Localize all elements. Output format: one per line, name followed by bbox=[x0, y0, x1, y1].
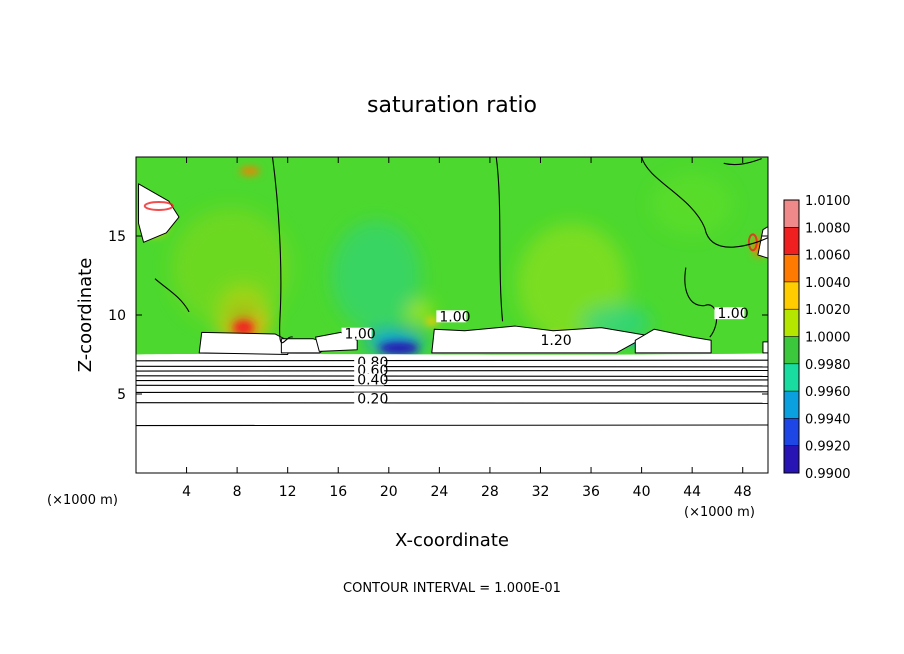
contour-line-0.4 bbox=[136, 384, 768, 387]
contour-line-0.1 bbox=[136, 424, 768, 427]
x-tick-label: 48 bbox=[734, 484, 752, 500]
contour-line-0.8 bbox=[136, 365, 768, 368]
contour-label: 0.20 bbox=[357, 391, 388, 407]
colorbar-label: 0.9920 bbox=[805, 440, 851, 455]
y-axis-label: Z-coordinate bbox=[75, 258, 96, 373]
saturated-region bbox=[138, 183, 180, 243]
field-patch bbox=[378, 342, 419, 355]
contour-label: 1.00 bbox=[439, 309, 470, 325]
colorbar-swatch bbox=[784, 336, 799, 365]
colorbar-label: 1.0080 bbox=[805, 221, 851, 236]
contour-label-halo bbox=[341, 327, 372, 340]
x-tick-label: 8 bbox=[233, 484, 242, 500]
y-tick-label: 5 bbox=[117, 387, 126, 403]
y-tick-label: 10 bbox=[108, 308, 126, 324]
contour-label-halo bbox=[354, 364, 385, 377]
x-tick-label: 16 bbox=[329, 484, 347, 500]
contour-line-0.5 bbox=[136, 379, 768, 382]
contour-line-0.7 bbox=[136, 369, 768, 372]
saturated-region bbox=[634, 328, 712, 354]
field-patch bbox=[408, 302, 433, 321]
contour-line-0.9 bbox=[136, 359, 768, 362]
colorbar-label: 0.9960 bbox=[805, 385, 851, 400]
contour-line-1.00 bbox=[723, 158, 762, 166]
colorbar-swatch bbox=[784, 363, 799, 392]
x-tick-label: 32 bbox=[532, 484, 550, 500]
plot-area: 1.001.00 1.001.200.800.600.400.20 bbox=[136, 157, 768, 473]
contour-label: 1.20 bbox=[540, 333, 571, 349]
colorbar-label: 1.0020 bbox=[805, 303, 851, 318]
contour-line-1.00 bbox=[154, 278, 190, 313]
colorbar-label: 1.0040 bbox=[805, 276, 851, 291]
field-patch bbox=[233, 320, 254, 335]
x-tick-label: 44 bbox=[683, 484, 701, 500]
field-patch bbox=[331, 220, 422, 331]
colorbar-label: 1.0100 bbox=[805, 194, 851, 209]
x-axis-unit-right: (×1000 m) bbox=[684, 505, 755, 520]
contour-label: 1.00 bbox=[345, 327, 376, 343]
colorbar: 1.0100 1.0080 1.0060 1.0040 1.0020 1.0000 0.99… bbox=[783, 194, 851, 482]
x-axis-ticks: 4 8 12 16 20 24 28 32 36 40 44 48 bbox=[182, 157, 752, 500]
colorbar-swatch bbox=[784, 227, 799, 256]
contour-line-1.00 bbox=[495, 157, 504, 322]
colorbar-swatch bbox=[784, 200, 799, 228]
field-variation bbox=[170, 174, 733, 354]
saturated-region bbox=[762, 341, 768, 354]
field-patch bbox=[652, 174, 733, 235]
field-patch bbox=[425, 317, 438, 326]
x-tick-label: 40 bbox=[633, 484, 651, 500]
x-tick-label: 28 bbox=[481, 484, 499, 500]
colorbar-swatch bbox=[784, 309, 799, 337]
x-tick-label: 24 bbox=[430, 484, 448, 500]
colorbar-swatch bbox=[784, 281, 799, 310]
contour-line-1.00 bbox=[271, 157, 293, 344]
contour-label-halo bbox=[354, 392, 385, 405]
colorbar-label: 0.9900 bbox=[805, 467, 851, 482]
contour-interval-footer: CONTOUR INTERVAL = 1.000E-01 bbox=[343, 581, 561, 596]
x-axis-label: X-coordinate bbox=[395, 530, 509, 551]
y-axis-ticks: 5 10 15 bbox=[108, 229, 768, 403]
contour-label: 0.40 bbox=[357, 373, 388, 389]
cloud-free-region bbox=[136, 353, 768, 473]
colorbar-swatch bbox=[784, 418, 799, 447]
x-axis-unit-left: (×1000 m) bbox=[47, 493, 118, 508]
colorbar-swatch bbox=[784, 254, 799, 283]
colorbar-label: 1.0060 bbox=[805, 249, 851, 264]
chart-title: saturation ratio bbox=[367, 93, 537, 118]
colorbar-label: 0.9940 bbox=[805, 412, 851, 427]
colorbar-swatch bbox=[784, 391, 799, 419]
contour-line-1.00 bbox=[684, 267, 718, 338]
colorbar-label: 1.0000 bbox=[805, 331, 851, 346]
x-tick-label: 36 bbox=[582, 484, 600, 500]
contour-line-0.2 bbox=[136, 402, 768, 404]
x-tick-label: 4 bbox=[182, 484, 191, 500]
contour-label-halo bbox=[714, 307, 745, 320]
contour-line-0.3 bbox=[136, 391, 768, 394]
x-tick-label: 20 bbox=[380, 484, 398, 500]
colorbar-label: 0.9980 bbox=[805, 358, 851, 373]
saturated-region bbox=[757, 226, 768, 259]
contour-label-halo bbox=[354, 373, 385, 386]
contour-label-halo bbox=[436, 310, 467, 323]
colorbar-swatch bbox=[784, 445, 799, 474]
contour-line-0.6 bbox=[136, 375, 768, 377]
x-tick-label: 12 bbox=[279, 484, 297, 500]
saturated-rim bbox=[143, 200, 174, 211]
contour-label-halo bbox=[537, 334, 568, 347]
contour-label: 1.00 bbox=[717, 306, 748, 322]
field-patch bbox=[239, 167, 260, 176]
contour-line-1.00 bbox=[641, 157, 768, 248]
saturated-region bbox=[198, 331, 291, 355]
y-tick-label: 15 bbox=[108, 229, 126, 245]
field-patch bbox=[170, 207, 291, 328]
